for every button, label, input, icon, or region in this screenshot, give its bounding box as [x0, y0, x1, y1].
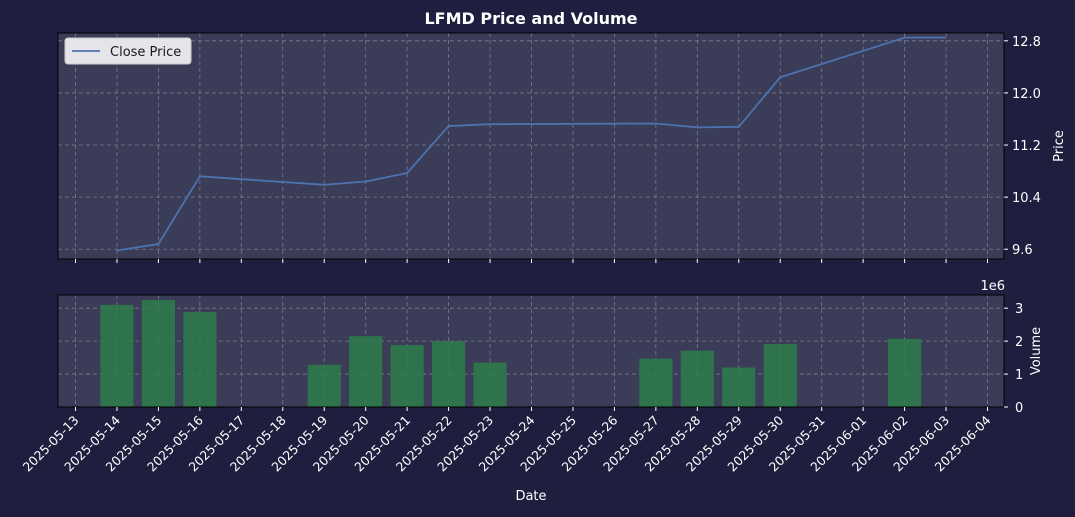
volume-bar — [349, 336, 383, 407]
volume-bar — [680, 350, 714, 407]
price-y-axis-label: Price — [1052, 130, 1067, 162]
legend-box — [64, 37, 192, 65]
volume-bar — [100, 304, 134, 407]
x-axis-label: Date — [515, 489, 546, 504]
volume-bar — [639, 358, 673, 407]
price-y-tick-label: 10.4 — [1012, 191, 1041, 206]
price-axes-background — [58, 33, 1004, 259]
volume-bar — [473, 362, 507, 407]
volume-y-ticks: 0 1 2 3 — [1004, 302, 1023, 416]
volume-bars — [100, 299, 922, 407]
volume-scale-label: 1e6 — [980, 279, 1005, 294]
volume-bar — [390, 345, 424, 407]
chart-title: LFMD Price and Volume — [424, 9, 637, 28]
price-y-tick-label: 11.2 — [1012, 139, 1041, 154]
price-panel: 9.6 10.4 11.2 12.0 12.8 Price Close Price — [57, 32, 1067, 263]
volume-y-axis-label: Volume — [1029, 327, 1044, 375]
price-x-tick-marks — [75, 259, 988, 263]
volume-y-tick-label: 2 — [1015, 335, 1023, 350]
legend: Close Price — [64, 37, 192, 65]
volume-bar — [141, 299, 175, 407]
volume-y-tick-label: 0 — [1015, 401, 1023, 416]
volume-bar — [432, 341, 466, 407]
volume-y-tick-label: 1 — [1015, 368, 1023, 383]
price-grid — [58, 33, 1004, 259]
price-y-tick-label: 9.6 — [1012, 243, 1033, 258]
price-y-tick-label: 12.8 — [1012, 35, 1041, 50]
legend-label-close-price: Close Price — [110, 45, 181, 60]
volume-bar — [183, 312, 217, 407]
volume-bar — [888, 338, 922, 407]
volume-bar — [722, 367, 756, 407]
price-y-ticks: 9.6 10.4 11.2 12.0 12.8 — [1004, 35, 1041, 258]
price-y-tick-label: 12.0 — [1012, 87, 1041, 102]
close-price-line — [116, 36, 946, 252]
volume-bar — [763, 344, 797, 407]
volume-bar — [307, 364, 341, 407]
volume-y-tick-label: 3 — [1015, 302, 1023, 317]
